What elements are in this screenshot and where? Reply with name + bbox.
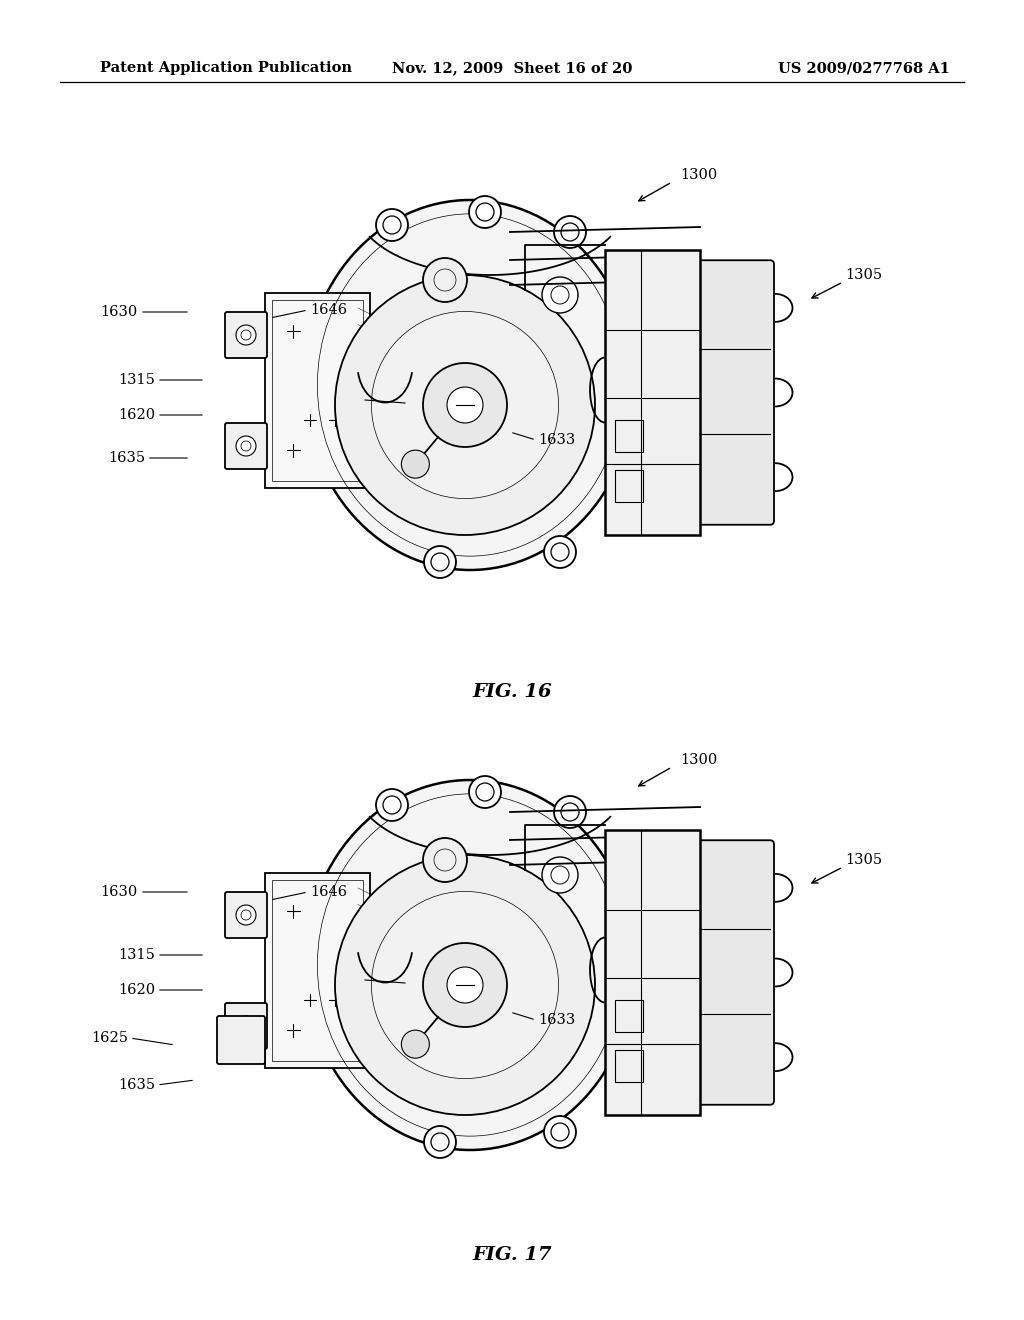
Bar — [605, 249, 700, 535]
Text: 1620: 1620 — [118, 408, 155, 422]
Circle shape — [544, 536, 575, 568]
Text: Nov. 12, 2009  Sheet 16 of 20: Nov. 12, 2009 Sheet 16 of 20 — [392, 61, 632, 75]
Text: 1625: 1625 — [91, 1031, 128, 1045]
Circle shape — [447, 387, 483, 422]
Circle shape — [401, 450, 429, 478]
Text: 1315: 1315 — [118, 374, 155, 387]
FancyBboxPatch shape — [696, 841, 774, 1105]
Bar — [265, 293, 370, 488]
Text: 1630: 1630 — [100, 305, 138, 319]
Ellipse shape — [305, 201, 635, 570]
Circle shape — [424, 1126, 456, 1158]
Circle shape — [236, 325, 256, 345]
Circle shape — [648, 338, 672, 362]
Ellipse shape — [305, 780, 635, 1150]
Text: 1300: 1300 — [680, 168, 717, 182]
Circle shape — [335, 275, 595, 535]
Circle shape — [447, 968, 483, 1003]
Circle shape — [372, 312, 559, 499]
Bar — [615, 470, 643, 502]
Text: Patent Application Publication: Patent Application Publication — [100, 61, 352, 75]
Circle shape — [469, 776, 501, 808]
Circle shape — [554, 796, 586, 828]
Bar — [615, 420, 643, 451]
Circle shape — [648, 917, 672, 942]
Circle shape — [542, 277, 578, 313]
Text: 1646: 1646 — [310, 304, 347, 317]
Bar — [272, 300, 362, 480]
Circle shape — [401, 1030, 429, 1059]
Circle shape — [236, 906, 256, 925]
Circle shape — [554, 216, 586, 248]
Circle shape — [376, 209, 408, 242]
Text: 1646: 1646 — [310, 884, 347, 899]
Bar — [605, 830, 700, 1115]
Text: 1633: 1633 — [538, 1012, 575, 1027]
FancyBboxPatch shape — [225, 312, 267, 358]
FancyBboxPatch shape — [225, 422, 267, 469]
Bar — [265, 873, 370, 1068]
Circle shape — [376, 789, 408, 821]
Text: US 2009/0277768 A1: US 2009/0277768 A1 — [778, 61, 950, 75]
Circle shape — [423, 942, 507, 1027]
FancyBboxPatch shape — [225, 892, 267, 939]
Circle shape — [372, 891, 559, 1078]
Circle shape — [544, 1115, 575, 1148]
Text: 1315: 1315 — [118, 948, 155, 962]
Circle shape — [335, 855, 595, 1115]
Text: FIG. 17: FIG. 17 — [472, 1246, 552, 1265]
Text: FIG. 16: FIG. 16 — [472, 682, 552, 701]
Text: 1635: 1635 — [118, 1078, 155, 1092]
Bar — [272, 880, 362, 1061]
Circle shape — [469, 195, 501, 228]
FancyBboxPatch shape — [217, 1016, 265, 1064]
Circle shape — [542, 857, 578, 894]
FancyBboxPatch shape — [696, 260, 774, 525]
Circle shape — [236, 1016, 256, 1036]
Bar — [615, 1001, 643, 1032]
Text: 1635: 1635 — [108, 451, 145, 465]
Circle shape — [424, 546, 456, 578]
Circle shape — [232, 1031, 250, 1049]
Text: 1620: 1620 — [118, 983, 155, 997]
Text: 1630: 1630 — [100, 884, 138, 899]
Circle shape — [236, 436, 256, 455]
Circle shape — [423, 363, 507, 447]
Text: 1305: 1305 — [845, 268, 882, 282]
Text: 1633: 1633 — [538, 433, 575, 447]
Bar — [615, 1049, 643, 1082]
FancyBboxPatch shape — [225, 1003, 267, 1049]
Circle shape — [423, 257, 467, 302]
Circle shape — [423, 838, 467, 882]
Text: 1300: 1300 — [680, 752, 717, 767]
Text: 1305: 1305 — [845, 853, 882, 867]
